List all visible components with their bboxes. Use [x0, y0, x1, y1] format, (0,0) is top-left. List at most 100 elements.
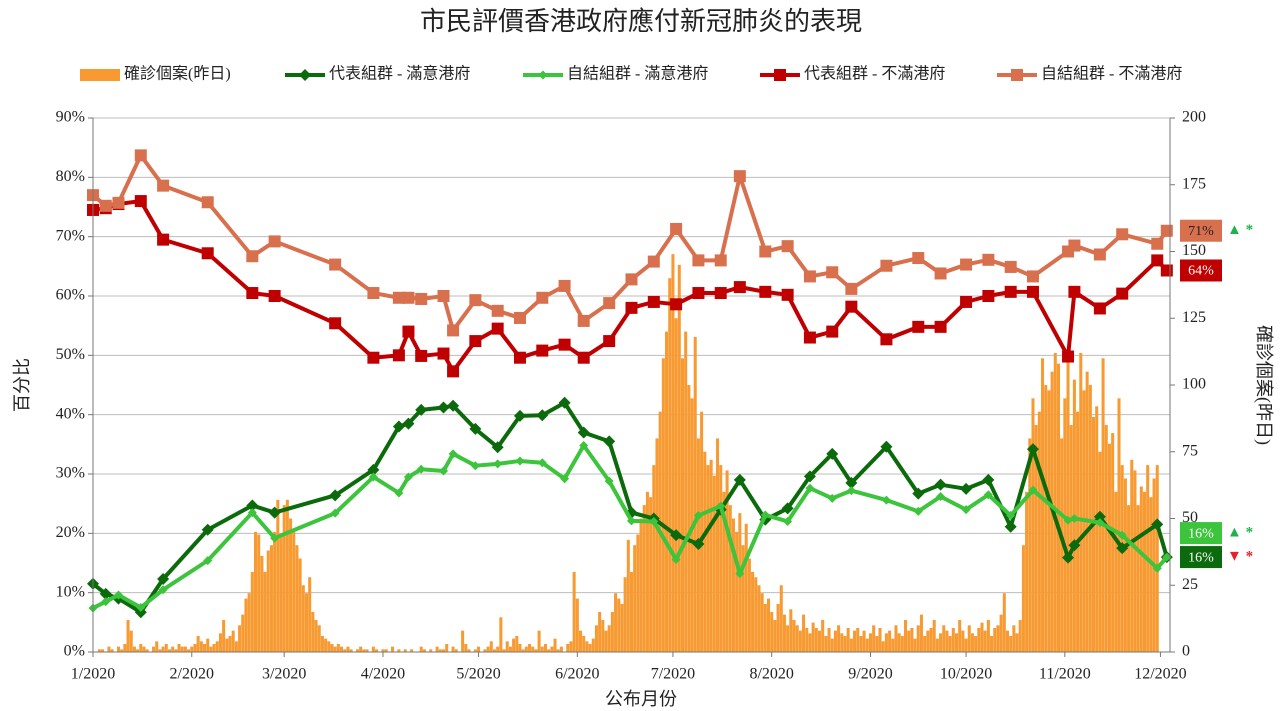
- legend-swatch: [80, 69, 120, 81]
- bar: [547, 649, 551, 652]
- bar: [461, 630, 465, 652]
- bar: [919, 614, 923, 652]
- bar: [684, 331, 688, 652]
- bar: [489, 641, 493, 652]
- value-label-box: [1180, 522, 1222, 545]
- bar: [445, 643, 449, 652]
- bar: [594, 625, 598, 652]
- marker: [268, 506, 281, 519]
- bar: [1056, 363, 1060, 652]
- legend-label: 自結組群 - 不滿港府: [1041, 65, 1182, 83]
- marker: [1068, 539, 1081, 552]
- bar: [317, 625, 321, 652]
- marker: [158, 585, 168, 595]
- marker: [491, 304, 504, 317]
- bar: [1076, 411, 1080, 652]
- bar: [1053, 352, 1057, 652]
- marker: [845, 476, 858, 489]
- bar: [703, 451, 707, 652]
- bar: [884, 633, 888, 652]
- bar: [451, 646, 455, 652]
- marker: [246, 250, 259, 263]
- y2-axis-label: 確診個案(昨日): [1253, 325, 1274, 445]
- bar: [821, 619, 825, 652]
- bar: [508, 646, 512, 652]
- change-mark: ▼ *: [1227, 549, 1253, 565]
- marker: [960, 258, 973, 271]
- bar: [161, 646, 165, 652]
- bar: [180, 646, 184, 652]
- value-label-box: [1180, 219, 1222, 242]
- bar: [524, 646, 528, 652]
- marker: [157, 573, 170, 586]
- marker: [1151, 237, 1164, 250]
- bar: [502, 649, 506, 652]
- marker: [845, 300, 858, 313]
- marker: [880, 259, 893, 272]
- bar: [349, 649, 353, 652]
- bar: [276, 499, 280, 652]
- marker: [99, 587, 112, 600]
- marker: [201, 247, 214, 260]
- bar: [1098, 451, 1102, 652]
- marker: [1006, 511, 1016, 521]
- marker: [670, 222, 683, 235]
- value-label-box: [1180, 546, 1222, 569]
- bar: [668, 278, 672, 652]
- bar: [129, 630, 133, 652]
- marker: [577, 426, 590, 439]
- bar: [1034, 425, 1038, 652]
- legend-item: 代表組群 - 滿意港府: [285, 64, 470, 83]
- bar: [865, 638, 869, 652]
- marker: [733, 170, 746, 183]
- marker: [735, 569, 745, 579]
- bar: [371, 646, 375, 652]
- bar: [1123, 478, 1127, 652]
- bar: [575, 598, 579, 652]
- x-tick-label: 2/2020: [170, 666, 214, 683]
- bar: [403, 649, 407, 652]
- marker: [759, 245, 772, 258]
- y2-tick-label: 200: [1182, 109, 1206, 126]
- marker: [982, 253, 995, 266]
- bar: [582, 635, 586, 652]
- bar: [1092, 417, 1096, 652]
- marker: [1068, 285, 1081, 298]
- x-tick-label: 11/2020: [1039, 666, 1091, 683]
- bar: [1079, 352, 1083, 652]
- marker: [1160, 264, 1173, 277]
- bar: [747, 558, 751, 652]
- bar: [1142, 491, 1147, 652]
- y-tick-label: 0%: [64, 643, 85, 660]
- bar: [515, 635, 519, 652]
- marker: [671, 554, 681, 564]
- bar: [435, 646, 439, 652]
- bar: [763, 603, 767, 652]
- marker: [416, 464, 426, 474]
- marker: [781, 502, 794, 515]
- bar: [158, 649, 162, 652]
- marker: [403, 472, 413, 482]
- marker: [447, 365, 460, 378]
- bar: [343, 649, 347, 652]
- bar: [266, 550, 270, 652]
- marker: [625, 273, 638, 286]
- marker: [577, 351, 590, 364]
- bar: [840, 633, 844, 652]
- bar: [467, 649, 471, 652]
- bar: [1015, 633, 1019, 652]
- bar: [222, 619, 226, 652]
- bar: [422, 649, 426, 652]
- marker: [329, 489, 342, 502]
- bar: [454, 649, 458, 652]
- marker: [134, 149, 147, 162]
- bar: [177, 643, 181, 652]
- bar: [817, 630, 822, 652]
- marker: [246, 499, 259, 512]
- marker: [134, 195, 147, 208]
- bar: [132, 646, 136, 652]
- marker: [1004, 285, 1017, 298]
- bar: [190, 646, 194, 652]
- marker: [415, 349, 428, 362]
